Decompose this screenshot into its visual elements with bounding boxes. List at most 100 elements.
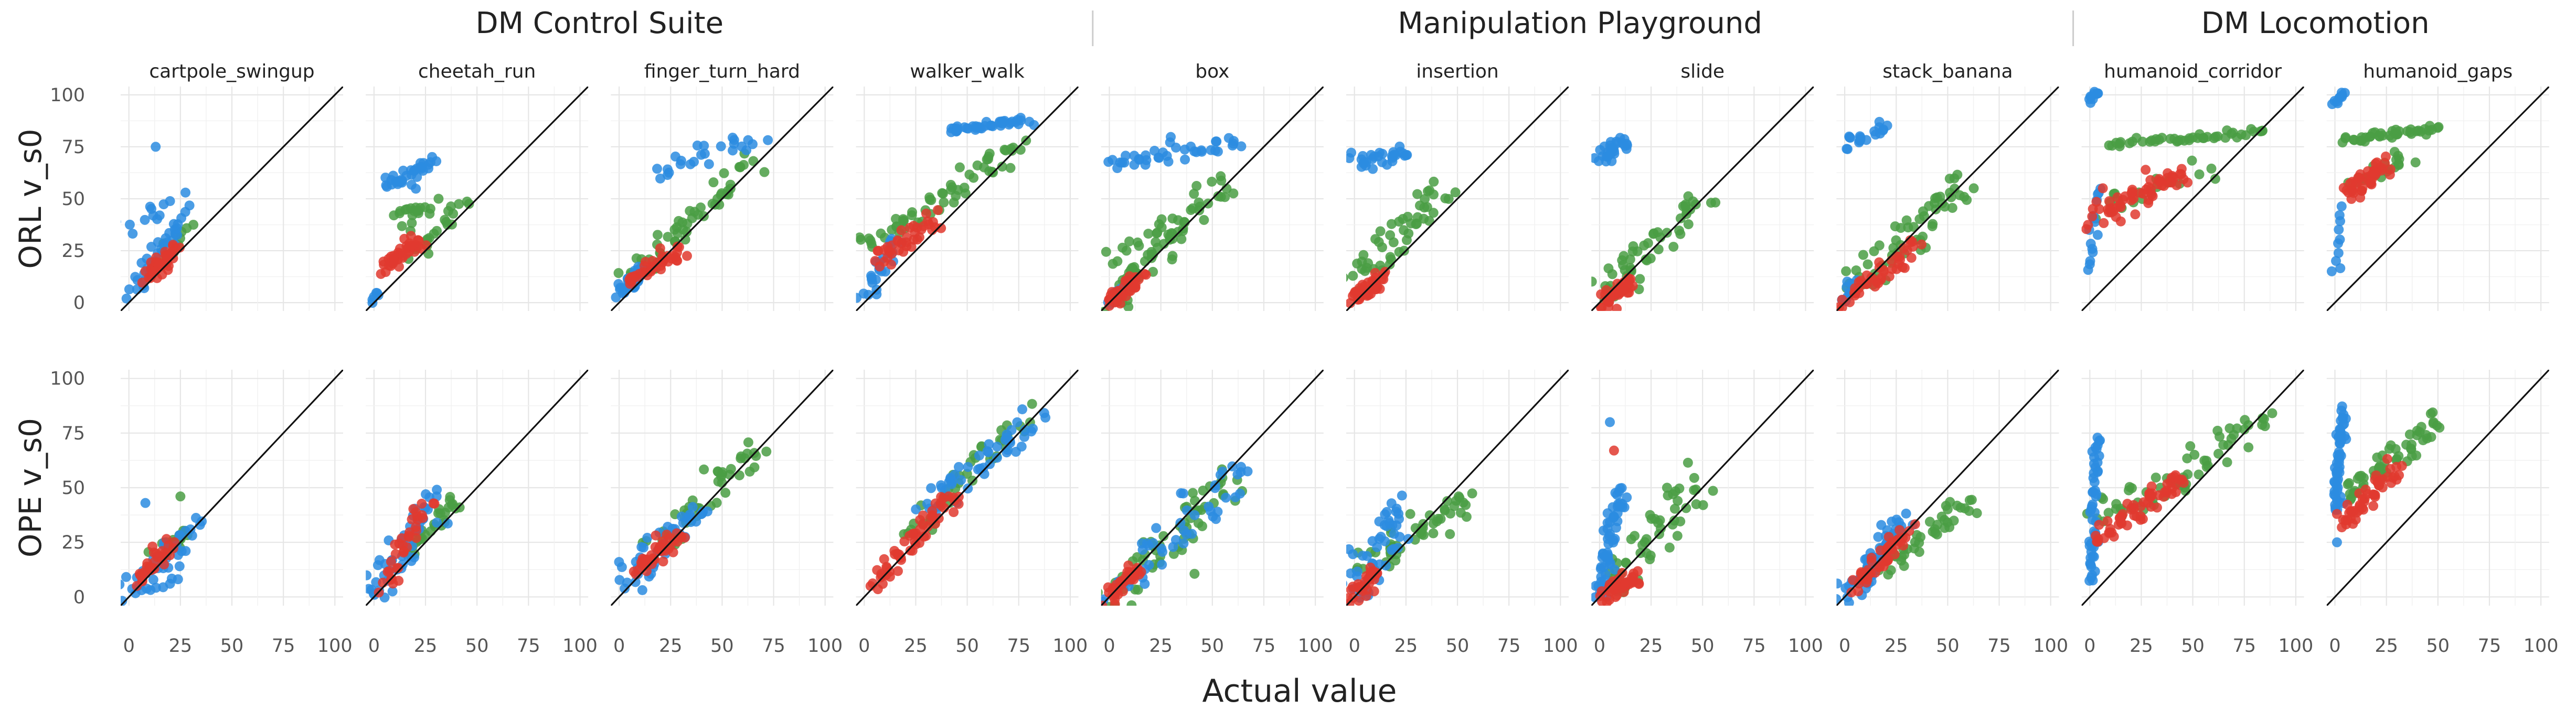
data-point-green <box>1156 214 1167 224</box>
data-point-blue <box>2335 449 2345 459</box>
data-point-blue <box>1622 492 1632 503</box>
data-point-blue <box>1204 501 1214 512</box>
x-tick-label: 0 <box>2084 636 2095 657</box>
data-point-green <box>719 168 729 178</box>
x-tick-label: 50 <box>220 636 244 657</box>
data-point-green <box>2246 124 2256 134</box>
data-point-red <box>390 539 400 550</box>
data-point-green <box>1385 252 1396 262</box>
data-point-green <box>689 207 700 217</box>
data-point-red <box>651 530 661 541</box>
data-point-red <box>1870 567 1880 578</box>
data-point-green <box>429 229 439 239</box>
data-point-blue <box>1107 155 1117 165</box>
data-point-blue <box>1189 510 1200 520</box>
data-point-green <box>2212 131 2223 142</box>
y-tick-label: 100 <box>50 85 85 106</box>
data-point-green <box>652 230 663 240</box>
data-point-blue <box>2335 263 2346 273</box>
data-point-blue <box>1232 469 1243 480</box>
data-point-red <box>881 562 892 572</box>
data-point-blue <box>1614 501 1625 512</box>
x-tick-label: 25 <box>2375 636 2398 657</box>
data-point-green <box>454 199 464 209</box>
data-point-green <box>711 498 722 508</box>
data-point-blue <box>1001 433 1012 443</box>
data-point-blue <box>1606 144 1617 154</box>
panel-finger_turn_hard-row-1 <box>611 370 834 606</box>
data-point-blue <box>1901 508 1911 519</box>
data-point-blue <box>2086 562 2096 572</box>
data-point-red <box>1861 270 1872 281</box>
panel-slide-row-0 <box>1591 87 1814 311</box>
panel-cartpole_swingup-row-1 <box>121 370 343 606</box>
data-point-blue <box>1376 532 1386 542</box>
data-point-green <box>1394 247 1404 257</box>
data-point-blue <box>1346 581 1348 587</box>
data-point-red <box>1634 579 1644 589</box>
data-point-green <box>926 195 936 206</box>
data-point-red <box>882 242 893 252</box>
data-point-green <box>1027 399 1037 409</box>
data-point-green <box>1662 482 1672 493</box>
data-point-green <box>1191 181 1202 191</box>
data-point-green <box>864 233 874 244</box>
data-point-green <box>1891 235 1901 245</box>
data-point-green <box>2103 508 2114 518</box>
data-point-blue <box>1878 124 1889 135</box>
data-point-red <box>2094 520 2104 530</box>
data-point-green <box>1618 260 1628 271</box>
data-point-red <box>625 278 635 289</box>
data-point-green <box>2410 157 2421 168</box>
data-point-blue <box>2335 234 2345 245</box>
data-point-green <box>1940 201 1950 212</box>
data-point-blue <box>1141 150 1151 160</box>
data-point-red <box>901 241 912 252</box>
x-tick-label: 25 <box>2130 636 2153 657</box>
data-point-green <box>1968 183 1979 194</box>
data-point-green <box>188 220 199 230</box>
data-point-green <box>1167 254 1177 265</box>
x-tick-label: 25 <box>659 636 683 657</box>
data-point-green <box>2243 442 2254 453</box>
data-point-red <box>2135 511 2146 521</box>
data-point-blue <box>140 214 150 225</box>
data-point-red <box>873 245 883 256</box>
data-point-blue <box>1368 164 1378 174</box>
data-point-blue <box>1873 532 1883 542</box>
facet-title-humanoid_gaps: humanoid_gaps <box>2363 61 2513 82</box>
data-point-green <box>1952 169 1963 180</box>
diagonal-line <box>1101 370 1324 606</box>
data-point-green <box>1950 184 1960 194</box>
data-point-green <box>1429 176 1439 187</box>
data-point-green <box>1955 502 1966 513</box>
panel-humanoid_corridor-row-0 <box>2081 87 2304 311</box>
data-point-green <box>708 177 719 188</box>
data-point-green <box>1683 457 1693 468</box>
data-point-red <box>1108 583 1119 593</box>
data-point-red <box>413 235 424 246</box>
data-point-green <box>1914 214 1925 224</box>
data-point-green <box>1927 221 1938 231</box>
panel-walker_walk-row-0 <box>856 87 1079 311</box>
x-tick-label: 75 <box>1252 636 1276 657</box>
data-point-blue <box>926 483 936 493</box>
panel-humanoid_corridor-row-1 <box>2081 370 2304 606</box>
x-tick-label: 0 <box>123 636 135 657</box>
data-point-blue <box>1395 532 1405 542</box>
data-point-red <box>1848 575 1858 585</box>
panel-humanoid_gaps-row-1 <box>2326 370 2549 606</box>
data-point-green <box>2229 429 2239 440</box>
data-point-green <box>734 162 744 172</box>
titles-layer: DM Control Suite Manipulation Playground D… <box>13 6 2559 657</box>
diagonal-line <box>121 370 343 606</box>
x-tick-label: 0 <box>858 636 870 657</box>
facet-title-stack_banana: stack_banana <box>1882 61 2013 82</box>
data-point-blue <box>2336 201 2347 212</box>
data-point-green <box>2425 409 2436 419</box>
data-point-green <box>2259 414 2269 424</box>
panel-points <box>2082 408 2277 586</box>
data-point-red <box>630 271 641 281</box>
panel-points <box>1836 116 1979 311</box>
